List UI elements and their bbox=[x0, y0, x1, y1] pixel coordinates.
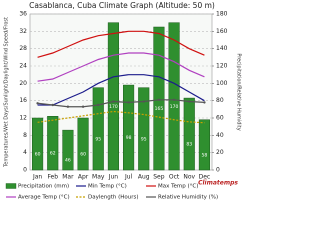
legend-label: Precipitation (mm) bbox=[18, 184, 69, 190]
y2-tick-label: 60 bbox=[216, 115, 224, 122]
marker bbox=[142, 100, 145, 103]
marker bbox=[112, 100, 115, 103]
x-tick-label: Jul bbox=[124, 174, 133, 181]
bar-label: 98 bbox=[126, 135, 132, 141]
chart-title: Casablanca, Cuba Climate Graph (Altitude… bbox=[29, 1, 215, 10]
y-tick-label: 4 bbox=[23, 149, 27, 156]
marker bbox=[97, 103, 100, 107]
y-tick-label: 0 bbox=[23, 167, 27, 174]
bar bbox=[138, 87, 150, 171]
brand: Climatemps bbox=[198, 180, 238, 187]
bar-label: 170 bbox=[170, 104, 179, 110]
bar bbox=[198, 119, 210, 171]
bar bbox=[92, 87, 104, 171]
y-tick-label: 32 bbox=[19, 28, 27, 35]
legend-label: Max Temp (°C) bbox=[158, 184, 198, 190]
y2-tick-label: 80 bbox=[216, 97, 224, 104]
y2-axis-title: Precipitation/Relative Humidity bbox=[236, 53, 242, 130]
x-tick-label: Feb bbox=[47, 174, 58, 181]
bar bbox=[153, 26, 165, 171]
line bbox=[37, 30, 205, 58]
x-tick-label: Apr bbox=[78, 174, 89, 181]
bar bbox=[47, 116, 59, 171]
bar-label: 46 bbox=[65, 158, 71, 164]
marker bbox=[172, 98, 176, 102]
line bbox=[37, 110, 205, 124]
bar-label: 95 bbox=[141, 136, 147, 142]
x-tick-label: Aug bbox=[138, 174, 150, 181]
marker bbox=[51, 103, 54, 107]
marker bbox=[81, 105, 85, 108]
x-tick-label: May bbox=[92, 174, 105, 181]
marker bbox=[36, 102, 39, 105]
bar bbox=[77, 117, 89, 171]
bar-label: 170 bbox=[109, 104, 118, 110]
y-tick-label: 28 bbox=[19, 45, 27, 52]
y-tick-label: 20 bbox=[19, 80, 27, 87]
y2-tick-label: 0 bbox=[216, 167, 220, 174]
legend-label: Daylength (Hours) bbox=[88, 195, 139, 201]
line bbox=[37, 52, 205, 82]
y-tick-label: 36 bbox=[19, 11, 27, 18]
bar bbox=[168, 22, 180, 171]
y-tick-label: 24 bbox=[19, 63, 27, 70]
x-tick-label: Jan bbox=[32, 174, 42, 181]
legend-label: Min Temp (°C) bbox=[88, 184, 127, 190]
bar-label: 58 bbox=[202, 152, 208, 158]
legend-swatch bbox=[5, 183, 17, 189]
marker bbox=[188, 100, 191, 103]
y-tick-label: 12 bbox=[19, 115, 27, 122]
y-axis-title: Temperatures/Wet Days/Sunlight/Daylight/… bbox=[4, 17, 10, 168]
marker bbox=[203, 101, 206, 104]
bar bbox=[62, 129, 74, 171]
bar-label: 95 bbox=[95, 136, 101, 142]
y-tick-label: 16 bbox=[19, 97, 27, 104]
y2-tick-label: 100 bbox=[216, 80, 228, 87]
legend-label: Average Temp (°C) bbox=[18, 195, 70, 201]
y2-tick-label: 40 bbox=[216, 132, 224, 139]
bar-label: 60 bbox=[80, 152, 86, 158]
x-tick-label: Dec bbox=[199, 174, 211, 181]
chart: Casablanca, Cuba Climate Graph (Altitude… bbox=[3, 1, 242, 201]
legend-label: Relative Humidity (%) bbox=[158, 195, 218, 201]
x-tick-label: Oct bbox=[169, 174, 180, 181]
marker bbox=[157, 98, 161, 102]
y2-tick-label: 160 bbox=[216, 28, 228, 35]
y2-tick-label: 180 bbox=[216, 11, 228, 18]
bar-label: 62 bbox=[50, 151, 56, 157]
bar bbox=[183, 97, 195, 171]
bar-label: 165 bbox=[155, 106, 164, 112]
y2-tick-label: 120 bbox=[216, 63, 228, 70]
bar bbox=[32, 117, 44, 171]
y-tick-label: 8 bbox=[23, 132, 27, 139]
plot-area bbox=[29, 13, 213, 171]
x-tick-label: Mar bbox=[62, 174, 74, 181]
bar bbox=[107, 22, 119, 171]
bar bbox=[123, 84, 135, 171]
y2-tick-label: 140 bbox=[216, 45, 228, 52]
y2-tick-label: 20 bbox=[216, 149, 224, 156]
bar-label: 60 bbox=[35, 152, 41, 158]
x-tick-label: Sep bbox=[153, 174, 165, 181]
x-tick-label: Jun bbox=[108, 174, 119, 181]
marker bbox=[127, 101, 130, 104]
x-tick-label: Nov bbox=[183, 174, 195, 181]
line bbox=[37, 74, 205, 106]
bar-label: 83 bbox=[186, 142, 192, 148]
marker bbox=[66, 105, 70, 108]
line bbox=[37, 99, 205, 108]
